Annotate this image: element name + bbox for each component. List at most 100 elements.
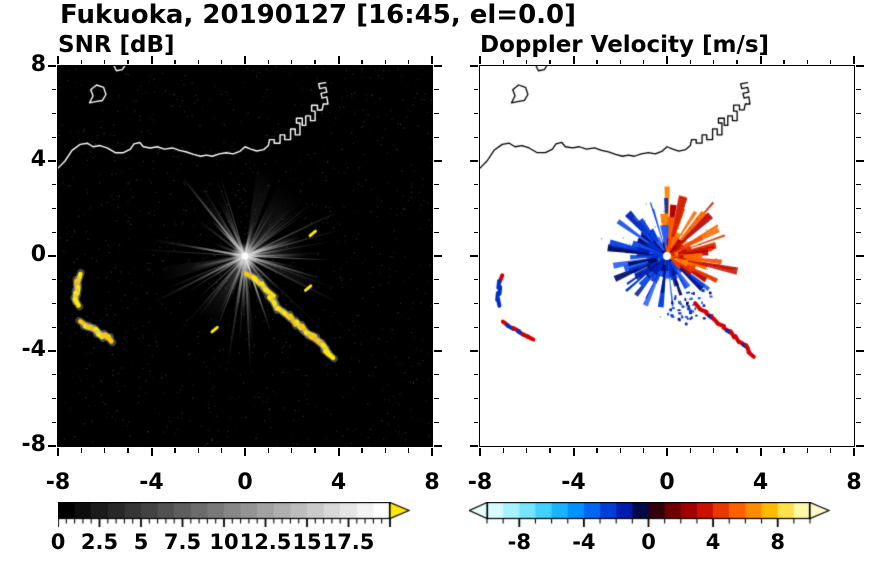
y-tick-label: -4 (21, 337, 46, 363)
snr-panel-title: SNR [dB] (58, 32, 175, 58)
axis-tick (314, 448, 316, 453)
axis-tick (473, 279, 478, 281)
colorbar-tick-label: 8 (770, 530, 785, 554)
axis-tick (549, 59, 551, 64)
axis-tick (174, 59, 176, 64)
axis-tick (57, 56, 59, 64)
axis-tick (51, 89, 56, 91)
axis-tick (502, 59, 505, 64)
axis-tick (434, 350, 442, 352)
axis-tick (48, 350, 56, 352)
colorbar-tick-label: 4 (705, 530, 721, 554)
figure-title: Fukuoka, 20190127 [16:45, el=0.0] (60, 0, 577, 30)
axis-tick (572, 56, 575, 64)
y-tick-label: 4 (30, 147, 46, 173)
x-tick-label: -8 (45, 470, 71, 495)
axis-tick (434, 397, 439, 400)
axis-tick (856, 326, 861, 328)
axis-tick (220, 59, 223, 64)
axis-tick (853, 448, 855, 456)
axis-tick (57, 448, 59, 456)
axis-tick (473, 302, 478, 305)
axis-tick (48, 160, 56, 162)
axis-tick (470, 350, 478, 352)
axis-tick (51, 231, 56, 233)
axis-tick (666, 56, 668, 64)
axis-tick (736, 59, 738, 64)
axis-tick (291, 59, 293, 64)
axis-tick (150, 448, 153, 456)
axis-tick (642, 59, 645, 64)
axis-tick (434, 326, 439, 328)
axis-tick (434, 231, 439, 233)
axis-tick (434, 374, 439, 376)
axis-tick (689, 59, 692, 64)
x-tick-label: 4 (330, 470, 347, 495)
colorbar-tick-label: 7.5 (163, 530, 202, 554)
snr-plot-frame (56, 64, 433, 447)
axis-tick (51, 374, 56, 376)
colorbar-tick-label: 5 (133, 530, 149, 554)
axis-tick (384, 448, 386, 453)
axis-tick (473, 374, 478, 376)
axis-tick (104, 59, 106, 64)
colorbar-tick-label: 15 (292, 530, 322, 554)
axis-tick (267, 59, 270, 64)
colorbar-tick-label: 0 (50, 530, 66, 554)
doppler-panel-title: Doppler Velocity [m/s] (480, 32, 770, 58)
y-tick-label: 8 (30, 52, 46, 78)
x-tick-label: 0 (237, 470, 253, 495)
colorbar-tick-label: 2.5 (80, 530, 119, 554)
axis-tick (361, 59, 363, 64)
x-tick-label: 8 (846, 470, 862, 495)
axis-tick (337, 56, 340, 64)
axis-tick (473, 421, 478, 423)
axis-tick (434, 136, 439, 138)
axis-tick (434, 302, 439, 305)
axis-tick (473, 184, 478, 186)
axis-tick (479, 448, 481, 456)
x-tick-label: 0 (659, 470, 675, 495)
axis-tick (104, 448, 106, 453)
axis-tick (51, 207, 56, 210)
axis-tick (856, 421, 861, 423)
axis-tick (431, 56, 433, 64)
axis-tick (856, 184, 861, 186)
axis-tick (434, 207, 439, 210)
axis-tick (473, 231, 478, 233)
axis-tick (759, 56, 762, 64)
axis-tick (291, 448, 293, 453)
axis-tick (666, 448, 668, 456)
axis-tick (736, 448, 738, 453)
axis-tick (713, 448, 715, 453)
axis-tick (642, 448, 645, 453)
axis-tick (470, 255, 478, 257)
axis-tick (470, 65, 478, 67)
doppler-colorbar (469, 502, 831, 529)
axis-tick (361, 448, 363, 453)
axis-tick (689, 448, 692, 453)
snr-radar-image (57, 65, 432, 446)
snr-colorbar (58, 502, 414, 529)
axis-tick (384, 59, 386, 64)
colorbar-tick-label: 0 (641, 530, 656, 554)
axis-tick (174, 448, 176, 453)
axis-tick (434, 184, 439, 186)
axis-tick (434, 255, 442, 257)
axis-tick (470, 160, 478, 162)
axis-tick (526, 59, 528, 64)
doppler-radar-image (479, 65, 854, 446)
axis-tick (473, 207, 478, 210)
axis-tick (856, 136, 861, 138)
axis-tick (51, 184, 56, 186)
axis-tick (856, 374, 861, 376)
axis-tick (473, 112, 478, 115)
axis-tick (479, 56, 481, 64)
doppler-plot-frame (478, 64, 855, 447)
colorbar-tick-label: 10 (209, 530, 239, 554)
axis-tick (856, 397, 861, 400)
axis-tick (407, 448, 410, 453)
axis-tick (856, 160, 864, 162)
axis-tick (244, 448, 246, 456)
axis-tick (470, 445, 478, 447)
